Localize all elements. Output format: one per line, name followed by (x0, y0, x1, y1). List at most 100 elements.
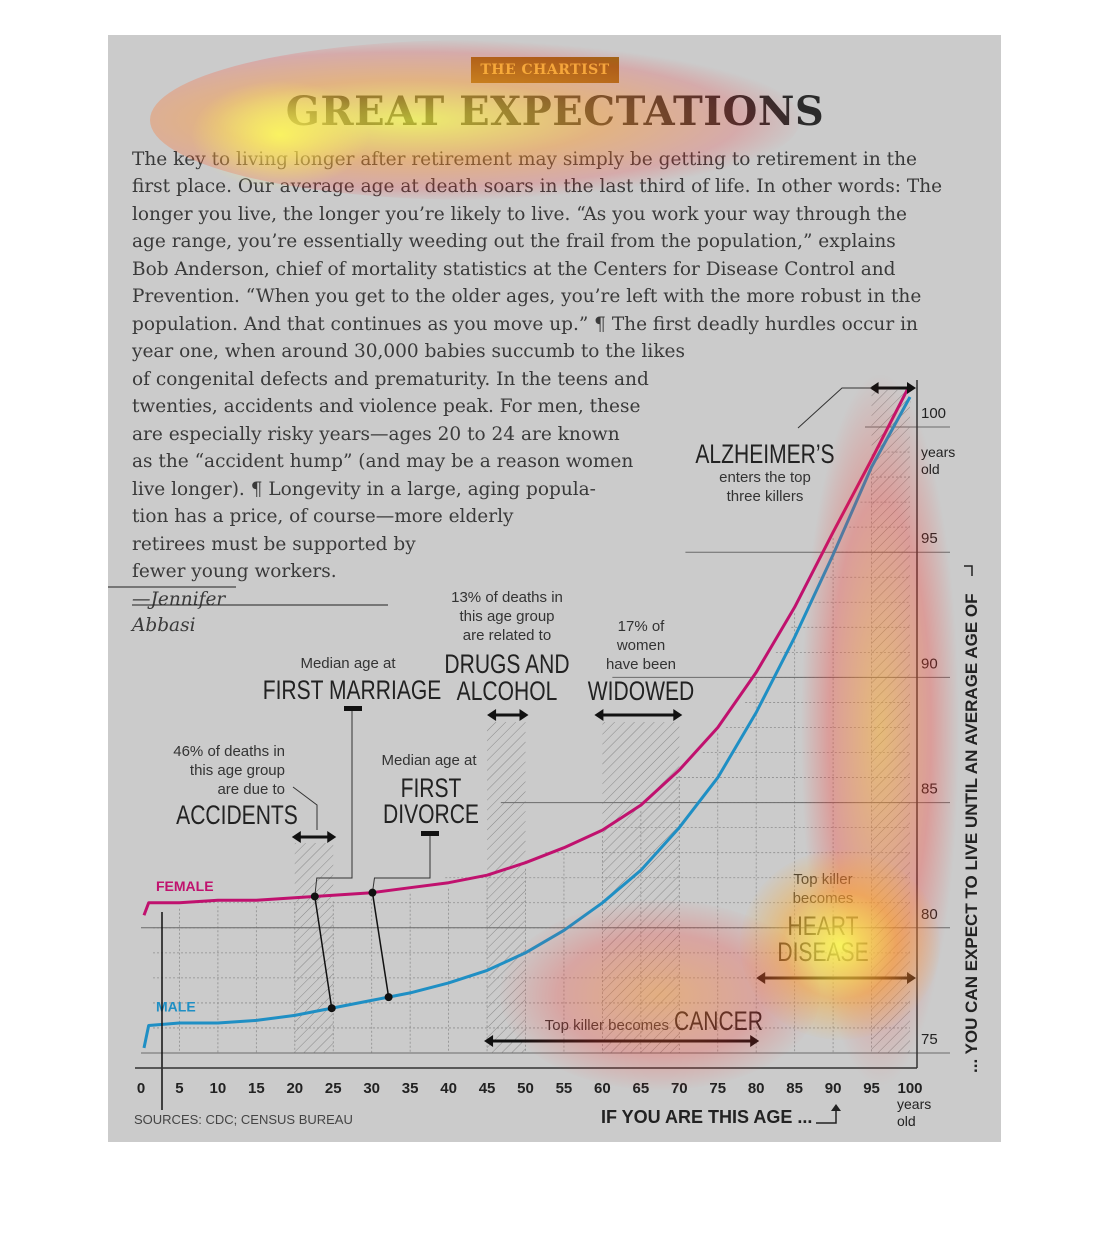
annotation-heart-note: becomes (793, 890, 854, 907)
y-top-unit-line1: years (921, 444, 955, 460)
article-line: Bob Anderson, chief of mortality statist… (132, 259, 896, 280)
annotation-widowed-note: 17% of (618, 618, 666, 635)
x-tick-label: 95 (863, 1080, 880, 1097)
accidents-range-arrow-head-right (327, 831, 337, 843)
x-tick-label: 65 (633, 1080, 650, 1097)
divorce-tick (421, 831, 439, 836)
y-tick-label: 80 (921, 906, 938, 923)
x-tick-label: 0 (137, 1080, 145, 1097)
x-tick-label: 75 (709, 1080, 726, 1097)
marriage-connector (314, 896, 333, 1009)
y-axis-label-arrow (964, 565, 973, 576)
x-end-unit-line2: old (897, 1113, 916, 1129)
y-top-unit-line2: old (921, 461, 940, 477)
article-line: are especially risky years—ages 20 to 24… (132, 424, 620, 445)
x-tick-label: 55 (556, 1080, 573, 1097)
annotation-divorce-note: Median age at (381, 752, 477, 769)
divorce-point-male (384, 993, 393, 1002)
annotation-accidents-note: are due to (217, 781, 285, 798)
article-line: age range, you’re essentially weeding ou… (132, 231, 896, 252)
y-tick-label: 95 (921, 530, 938, 547)
x-tick-label: 30 (363, 1080, 380, 1097)
annotation-widowed-title: WIDOWED (588, 677, 694, 707)
x-axis-label-arrow-head (831, 1104, 841, 1111)
annotation-alzheimers-note: three killers (727, 488, 804, 505)
annotation-accidents-note: this age group (190, 762, 285, 779)
article-line: Prevention. “When you get to the older a… (132, 286, 922, 307)
x-tick-label: 70 (671, 1080, 688, 1097)
annotation-accidents-note: 46% of deaths in (173, 743, 285, 760)
article-line: retirees must be supported by (132, 534, 416, 555)
heart-range-arrow-head-left (756, 972, 766, 984)
article-line: twenties, accidents and violence peak. F… (132, 396, 641, 417)
divorce-leader (371, 836, 431, 893)
source-note: SOURCES: CDC; CENSUS BUREAU (134, 1112, 353, 1127)
hatch-range-drugs-alcohol (487, 722, 526, 1053)
legend-label-female: FEMALE (156, 878, 214, 894)
hatch-range-alzheimers (871, 390, 910, 1053)
article-line: longer you live, the longer you’re likel… (132, 204, 907, 225)
widowed-range-arrow-head-left (594, 709, 604, 721)
x-tick-label: 15 (248, 1080, 265, 1097)
annotation-cancer-title: CANCER (674, 1007, 763, 1037)
annotation-drugs-title: DRUGS AND (444, 650, 569, 680)
drugs-range-arrow-head-right (519, 709, 529, 721)
annotation-divorce-title: DIVORCE (383, 800, 479, 830)
x-tick-label: 5 (175, 1080, 183, 1097)
x-tick-label: 80 (748, 1080, 765, 1097)
x-axis-label: IF YOU ARE THIS AGE ... (601, 1107, 812, 1127)
y-tick-label: 85 (921, 781, 938, 798)
x-end-unit-line1: years (897, 1096, 931, 1112)
x-tick-label: 85 (786, 1080, 803, 1097)
accidents-leader (292, 786, 318, 830)
hatch-range-widowed (602, 722, 680, 1053)
y-axis-label: ... YOU CAN EXPECT TO LIVE UNTIL AN AVER… (962, 593, 981, 1073)
x-tick-label: 60 (594, 1080, 611, 1097)
alzheimers-range-arrow-head-right (907, 382, 916, 394)
y-tick-label: 75 (921, 1031, 938, 1048)
annotation-drugs-note: 13% of deaths in (451, 589, 563, 606)
x-tick-label: 40 (440, 1080, 457, 1097)
annotation-drugs-note: this age group (459, 608, 554, 625)
divorce-point-female (368, 888, 377, 897)
cancer-range-arrow-head-left (484, 1035, 494, 1047)
drugs-range-arrow-head-left (487, 709, 497, 721)
divorce-connector (371, 892, 390, 998)
marriage-leader (314, 711, 353, 897)
hatch-range-accidents (294, 843, 334, 1053)
marriage-point-male (327, 1004, 336, 1013)
heart-range-arrow-head-right (907, 972, 916, 984)
cancer-range-arrow-head-right (750, 1035, 760, 1047)
article-line: year one, when around 30,000 babies succ… (132, 341, 685, 362)
x-tick-label: 25 (325, 1080, 342, 1097)
annotation-marriage-title: FIRST MARRIAGE (263, 676, 442, 706)
marriage-tick (344, 706, 362, 711)
article-line: population. And that continues as you mo… (132, 314, 918, 335)
annotation-widowed-note: have been (606, 656, 676, 673)
annotation-accidents-title: ACCIDENTS (176, 801, 298, 831)
annotation-drugs-note: are related to (463, 627, 551, 644)
annotation-marriage-note: Median age at (300, 655, 396, 672)
x-tick-label: 45 (479, 1080, 496, 1097)
x-tick-label: 20 (286, 1080, 303, 1097)
annotation-alzheimers-note: enters the top (719, 469, 811, 486)
byline-last: Abbasi (132, 615, 196, 636)
annotation-widowed-note: women (616, 637, 665, 654)
alzheimers-leader (797, 387, 872, 429)
x-tick-label: 90 (825, 1080, 842, 1097)
article-line: of congenital defects and prematurity. I… (132, 369, 649, 390)
annotation-cancer-note: Top killer becomes (545, 1017, 669, 1034)
series-male (142, 396, 912, 1049)
annotation-alzheimers-title: ALZHEIMER’S (695, 440, 834, 470)
annotation-divorce-title: FIRST (401, 774, 462, 804)
y-tick-label: 90 (921, 655, 938, 672)
x-tick-label: 10 (210, 1080, 227, 1097)
article-line: tion has a price, of course—more elderly (132, 506, 514, 527)
accidents-range-arrow-head-left (291, 831, 301, 843)
marriage-point-female (310, 892, 319, 901)
series-female (142, 383, 912, 916)
annotation-heart-title: DISEASE (777, 938, 868, 968)
x-tick-label: 50 (517, 1080, 534, 1097)
x-tick-label: 35 (402, 1080, 419, 1097)
